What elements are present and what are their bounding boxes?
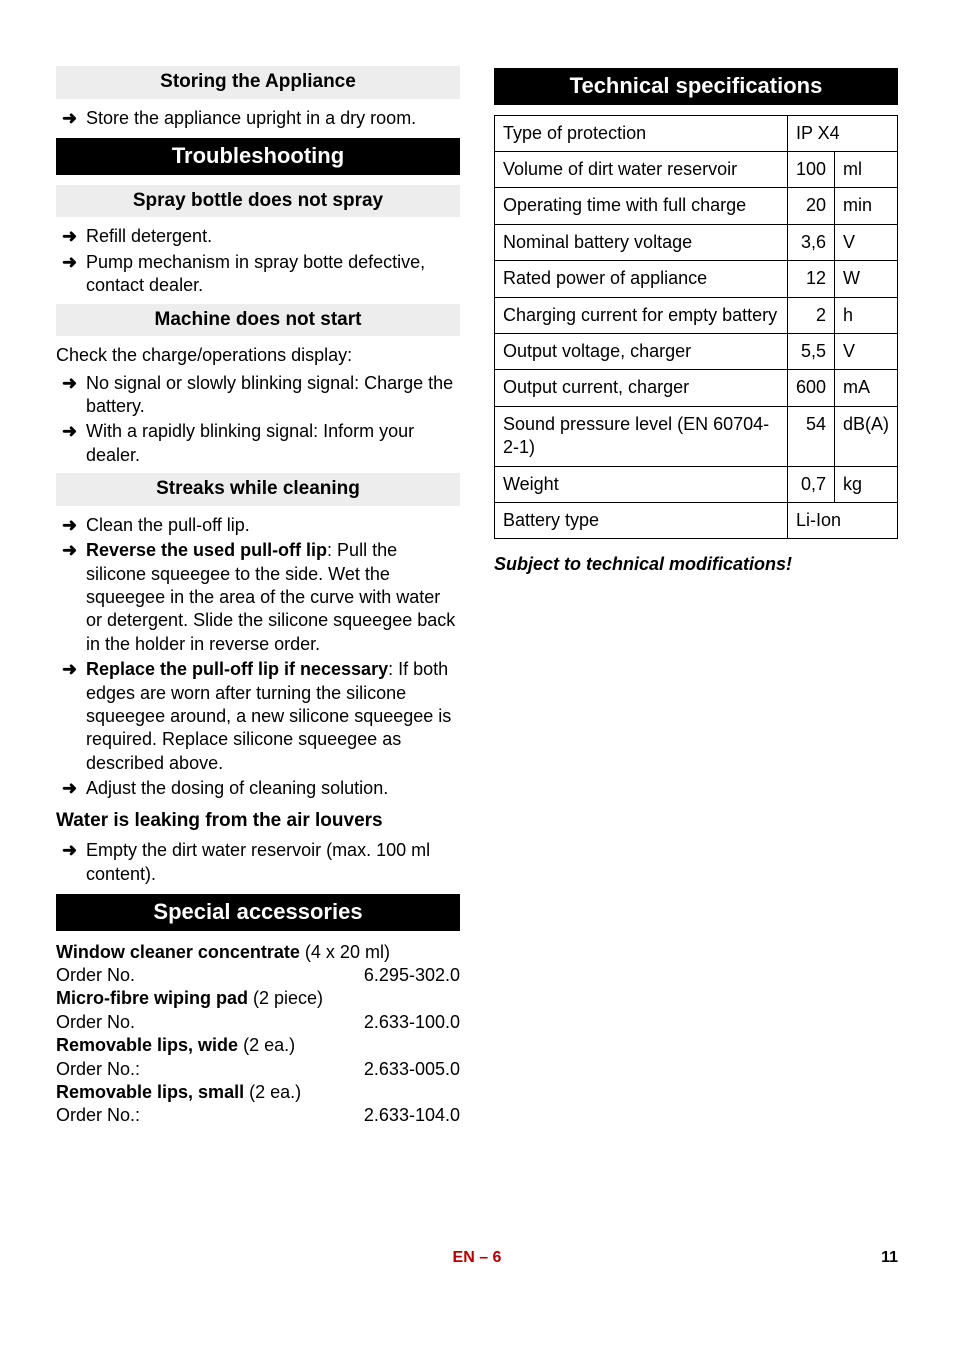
spec-note: Subject to technical modifications! [494, 553, 898, 576]
spec-value: 100 [787, 151, 834, 187]
heading-streaks: Streaks while cleaning [56, 473, 460, 506]
list-item: ➜Replace the pull-off lip if necessary: … [56, 658, 460, 775]
list-item-text: Reverse the used pull-off lip: Pull the … [86, 539, 460, 656]
list-item-text: No signal or slowly blinking signal: Cha… [86, 372, 460, 419]
arrow-icon: ➜ [62, 107, 86, 130]
table-row: Output voltage, charger5,5V [495, 333, 898, 369]
spec-unit: W [834, 261, 897, 297]
spec-value: Li-Ion [787, 502, 897, 538]
nostart-intro: Check the charge/operations display: [56, 344, 460, 367]
spec-label: Charging current for empty battery [495, 297, 788, 333]
accessory-order: Order No.2.633-100.0 [56, 1011, 460, 1034]
spec-label: Nominal battery voltage [495, 224, 788, 260]
heading-troubleshooting: Troubleshooting [56, 138, 460, 175]
table-row: Weight0,7kg [495, 466, 898, 502]
arrow-icon: ➜ [62, 539, 86, 562]
spec-value: 600 [787, 370, 834, 406]
table-row: Type of protectionIP X4 [495, 115, 898, 151]
list-item: ➜Clean the pull-off lip. [56, 514, 460, 537]
spec-label: Operating time with full charge [495, 188, 788, 224]
list-item-text: Empty the dirt water reservoir (max. 100… [86, 839, 460, 886]
spec-label: Output voltage, charger [495, 333, 788, 369]
spec-label: Battery type [495, 502, 788, 538]
footer-center: EN – 6 [56, 1248, 898, 1269]
spec-value: 2 [787, 297, 834, 333]
arrow-icon: ➜ [62, 777, 86, 800]
arrow-icon: ➜ [62, 420, 86, 443]
spec-label: Rated power of appliance [495, 261, 788, 297]
accessory-title: Micro-fibre wiping pad (2 piece) [56, 987, 460, 1010]
table-row: Output current, charger600mA [495, 370, 898, 406]
list-item: ➜Empty the dirt water reservoir (max. 10… [56, 839, 460, 886]
list-item: ➜Adjust the dosing of cleaning solution. [56, 777, 460, 800]
footer-page-number: 11 [881, 1248, 898, 1269]
spec-label: Weight [495, 466, 788, 502]
heading-accessories: Special accessories [56, 894, 460, 931]
spec-value: 20 [787, 188, 834, 224]
table-row: Charging current for empty battery2h [495, 297, 898, 333]
arrow-icon: ➜ [62, 225, 86, 248]
list-item-text: Refill detergent. [86, 225, 460, 248]
accessory-title: Removable lips, wide (2 ea.) [56, 1034, 460, 1057]
spec-unit: min [834, 188, 897, 224]
arrow-icon: ➜ [62, 514, 86, 537]
spec-value: 54 [787, 406, 834, 466]
spec-unit: V [834, 224, 897, 260]
page-footer: EN – 6 11 [56, 1248, 898, 1278]
table-row: Nominal battery voltage3,6V [495, 224, 898, 260]
list-item-text: Store the appliance upright in a dry roo… [86, 107, 460, 130]
accessory-title: Removable lips, small (2 ea.) [56, 1081, 460, 1104]
spec-unit: kg [834, 466, 897, 502]
spec-table: Type of protectionIP X4Volume of dirt wa… [494, 115, 898, 540]
right-column: Technical specifications Type of protect… [494, 60, 898, 1128]
spec-unit: h [834, 297, 897, 333]
spec-label: Output current, charger [495, 370, 788, 406]
heading-spray: Spray bottle does not spray [56, 185, 460, 218]
list-item-text: Pump mechanism in spray botte defective,… [86, 251, 460, 298]
spec-label: Sound pressure level (EN 60704-2-1) [495, 406, 788, 466]
spec-unit: mA [834, 370, 897, 406]
heading-techspec: Technical specifications [494, 68, 898, 105]
spec-value: 12 [787, 261, 834, 297]
spec-unit: V [834, 333, 897, 369]
list-item: ➜No signal or slowly blinking signal: Ch… [56, 372, 460, 419]
spec-value: 3,6 [787, 224, 834, 260]
page-columns: Storing the Appliance ➜Store the applian… [56, 60, 898, 1128]
arrow-icon: ➜ [62, 658, 86, 681]
list-item: ➜Pump mechanism in spray botte defective… [56, 251, 460, 298]
spec-value: IP X4 [787, 115, 897, 151]
list-item-text: Adjust the dosing of cleaning solution. [86, 777, 460, 800]
list-item-text: Replace the pull-off lip if necessary: I… [86, 658, 460, 775]
spec-unit: dB(A) [834, 406, 897, 466]
spec-label: Type of protection [495, 115, 788, 151]
arrow-icon: ➜ [62, 839, 86, 862]
list-item: ➜With a rapidly blinking signal: Inform … [56, 420, 460, 467]
table-row: Sound pressure level (EN 60704-2-1)54dB(… [495, 406, 898, 466]
list-item: ➜Store the appliance upright in a dry ro… [56, 107, 460, 130]
heading-nostart: Machine does not start [56, 304, 460, 337]
heading-storing: Storing the Appliance [56, 66, 460, 99]
heading-leak: Water is leaking from the air louvers [56, 809, 460, 834]
list-item-text: With a rapidly blinking signal: Inform y… [86, 420, 460, 467]
arrow-icon: ➜ [62, 372, 86, 395]
table-row: Volume of dirt water reservoir100ml [495, 151, 898, 187]
list-item: ➜Reverse the used pull-off lip: Pull the… [56, 539, 460, 656]
left-column: Storing the Appliance ➜Store the applian… [56, 60, 460, 1128]
table-row: Rated power of appliance12W [495, 261, 898, 297]
list-item: ➜Refill detergent. [56, 225, 460, 248]
table-row: Operating time with full charge20min [495, 188, 898, 224]
table-row: Battery typeLi-Ion [495, 502, 898, 538]
accessory-order: Order No.:2.633-005.0 [56, 1058, 460, 1081]
spec-label: Volume of dirt water reservoir [495, 151, 788, 187]
spec-unit: ml [834, 151, 897, 187]
accessory-title: Window cleaner concentrate (4 x 20 ml) [56, 941, 460, 964]
arrow-icon: ➜ [62, 251, 86, 274]
spec-value: 0,7 [787, 466, 834, 502]
spec-value: 5,5 [787, 333, 834, 369]
accessory-order: Order No.:2.633-104.0 [56, 1104, 460, 1127]
list-item-text: Clean the pull-off lip. [86, 514, 460, 537]
accessory-order: Order No.6.295-302.0 [56, 964, 460, 987]
